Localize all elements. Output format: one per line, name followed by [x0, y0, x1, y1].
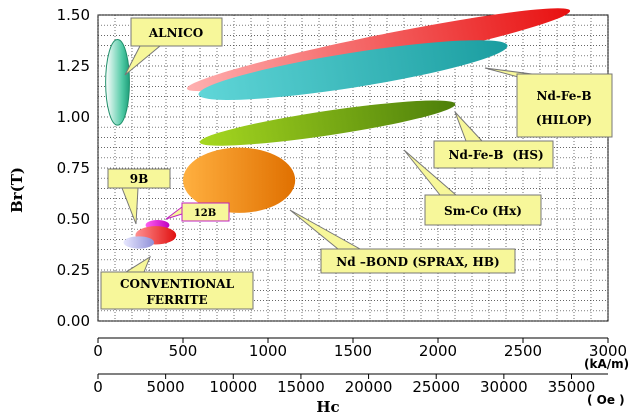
callout-ndbond: Nd –BOND (SPRAX, HB): [289, 209, 516, 274]
y-tick-label: 1.50: [57, 6, 90, 24]
callout-12b-text: 12B: [194, 208, 216, 219]
x-tick-label-oe: 10000: [209, 378, 257, 396]
callout-smco: Sm-Co (Hx): [403, 149, 542, 226]
region-alnico: [105, 38, 130, 126]
material-regions: [105, 8, 571, 249]
y-axis-label: Br(T): [8, 167, 26, 213]
callout-hilop-text-1: Nd-Fe-B: [537, 89, 592, 103]
y-tick-labels: 0.00 0.25 0.50 0.75 1.00 1.25 1.50: [57, 6, 90, 330]
callout-hilop-text-2: (HILOP): [536, 113, 592, 127]
callout-ndfeb-hilop: Nd-Fe-B (HILOP): [484, 67, 613, 138]
callout-9b: 9B: [107, 168, 171, 225]
y-tick-label: 0.50: [57, 210, 90, 228]
x-tick-label-oe: 30000: [480, 378, 528, 396]
callout-ferrite-text-1: CONVENTIONAL: [120, 277, 235, 291]
callout-hs-text-1: Nd-Fe-B: [449, 148, 504, 162]
x-unit-oe: ( Oe ): [587, 393, 625, 407]
x-tick-label: 2500: [504, 342, 542, 360]
region-nd-fe-b-hs: [198, 40, 508, 100]
x-tick-label-oe: 5000: [147, 378, 185, 396]
x-tick-label-oe: 0: [93, 378, 103, 396]
callout-ferrite-text-2: FERRITE: [146, 293, 207, 307]
callout-alnico-text: ALNICO: [148, 26, 203, 40]
x-tick-label: 3000: [589, 342, 627, 360]
x-tick-label: 1000: [249, 342, 287, 360]
callout-ndfeb-hs: Nd-Fe-B (HS): [433, 111, 554, 169]
grid-lines: [97, 14, 609, 322]
y-tick-label: 0.00: [57, 312, 90, 330]
y-tick-label: 0.75: [57, 159, 90, 177]
x-unit-ka: (kA/m): [584, 357, 629, 371]
x-tick-label-oe: 20000: [345, 378, 393, 396]
x-tick-label-oe: 25000: [412, 378, 460, 396]
x-tick-label: 2000: [419, 342, 457, 360]
callout-smco-text: Sm-Co (Hx): [444, 204, 522, 218]
x-tick-label: 1500: [334, 342, 372, 360]
y-tick-label: 1.25: [57, 57, 90, 75]
callout-12b: 12B: [165, 202, 230, 222]
y-tick-label: 0.25: [57, 261, 90, 279]
region-conventional-ferrite: [123, 236, 155, 249]
x-tick-labels-ka: 0 500 1000 1500 2000 2500 3000: [93, 338, 627, 360]
x-tick-label: 0: [93, 342, 103, 360]
x-tick-labels-oe: 0 5000 10000 15000 20000 25000 30000 35000: [93, 374, 595, 396]
region-sm-co-hx: [199, 100, 456, 146]
x-tick-label-oe: 35000: [548, 378, 596, 396]
y-tick-label: 1.00: [57, 108, 90, 126]
callout-ferrite: CONVENTIONAL FERRITE: [100, 255, 254, 310]
x-tick-label: 500: [169, 342, 198, 360]
callout-alnico: ALNICO: [124, 17, 223, 76]
x-tick-label-oe: 15000: [277, 378, 325, 396]
callout-9b-text: 9B: [130, 172, 149, 186]
callout-ndbond-text: Nd –BOND (SPRAX, HB): [336, 255, 499, 269]
x-axis-label: Hc: [316, 398, 339, 416]
callout-hs-text-2: (HS): [512, 148, 543, 162]
region-nd-bond-sprax-hb: [183, 147, 296, 213]
